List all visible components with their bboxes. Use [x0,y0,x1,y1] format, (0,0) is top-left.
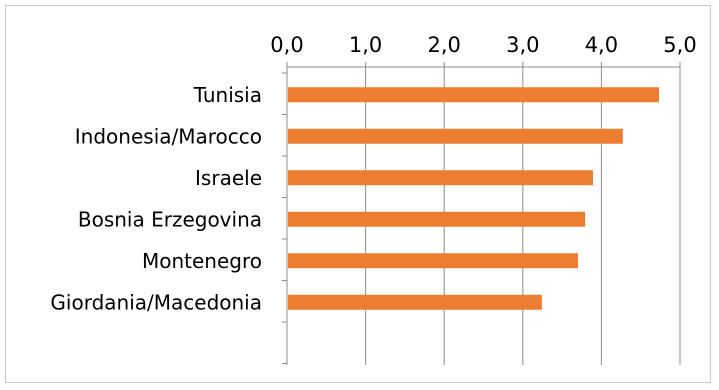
bar [288,253,579,269]
x-tick-label: 4,0 [585,33,618,57]
bar [288,211,586,227]
bar [288,87,659,103]
x-tick-label: 0,0 [270,33,303,57]
chart-frame [5,5,711,383]
bar [288,128,623,144]
category-label: Indonesia/Marocco [75,124,262,148]
x-tick-label: 3,0 [506,33,539,57]
category-label: Israele [195,166,262,190]
labels: 0,0 1,0 2,0 3,0 4,0 5,0 Tunisia Indonesia/Maroc… [50,33,696,314]
category-label: Bosnia Erzegovina [78,207,262,231]
x-tick-label: 1,0 [349,33,382,57]
bar [288,294,542,310]
category-label: Tunisia [193,83,262,107]
bar [288,170,593,186]
bars [288,87,659,310]
category-label: Montenegro [142,249,262,273]
x-tick-label: 5,0 [663,33,696,57]
x-tick-label: 2,0 [427,33,460,57]
category-label: Giordania/Macedonia [50,290,262,314]
axes [282,62,681,365]
